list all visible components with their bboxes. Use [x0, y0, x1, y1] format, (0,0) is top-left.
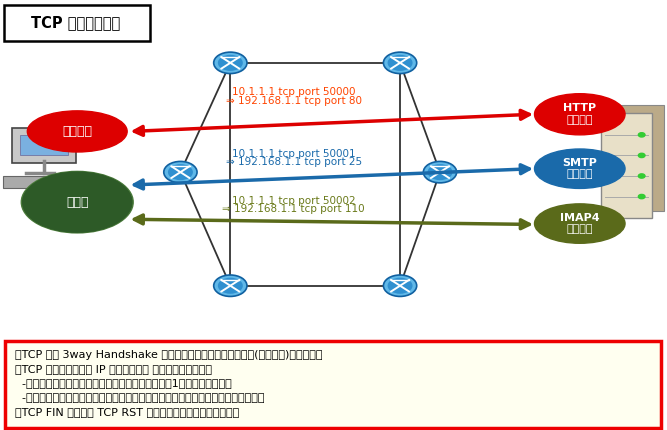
Circle shape [218, 278, 243, 294]
FancyBboxPatch shape [601, 113, 652, 218]
Ellipse shape [27, 111, 127, 152]
FancyBboxPatch shape [3, 175, 79, 188]
Circle shape [638, 174, 645, 178]
FancyBboxPatch shape [613, 105, 664, 211]
Text: -図の上ルートと下ルートで負荷分散されていても1つのコネクション: -図の上ルートと下ルートで負荷分散されていても1つのコネクション [15, 378, 232, 388]
Text: メーラ: メーラ [66, 196, 89, 209]
Ellipse shape [534, 204, 625, 243]
Text: IMAP4
サービス: IMAP4 サービス [560, 213, 600, 234]
Text: 10.1.1.1 tcp port 50000: 10.1.1.1 tcp port 50000 [232, 87, 356, 98]
Text: ・TCP FIN もしくは TCP RST によりコネクションが終了する: ・TCP FIN もしくは TCP RST によりコネクションが終了する [15, 407, 239, 417]
Text: ⇒ 192.168.1.1 tcp port 110: ⇒ 192.168.1.1 tcp port 110 [222, 204, 365, 214]
FancyBboxPatch shape [12, 128, 76, 163]
Circle shape [168, 164, 193, 180]
Ellipse shape [23, 172, 132, 232]
Circle shape [424, 161, 457, 183]
Circle shape [638, 133, 645, 137]
Circle shape [218, 55, 243, 71]
Text: ⇒ 192.168.1.1 tcp port 25: ⇒ 192.168.1.1 tcp port 25 [225, 157, 362, 167]
FancyBboxPatch shape [5, 341, 661, 427]
Text: 10.1.1.1 tcp port 50002: 10.1.1.1 tcp port 50002 [231, 196, 356, 206]
FancyBboxPatch shape [4, 5, 151, 41]
Text: ・TCP では 3way Handshake によりホスト間でコネクション(論理回線)を確立する: ・TCP では 3way Handshake によりホスト間でコネクション(論理… [15, 350, 323, 360]
Text: ⇒ 192.168.1.1 tcp port 80: ⇒ 192.168.1.1 tcp port 80 [225, 95, 362, 105]
Circle shape [213, 275, 247, 296]
Circle shape [384, 52, 417, 74]
Ellipse shape [534, 94, 625, 135]
Ellipse shape [21, 172, 133, 233]
Text: SMTP
サービス: SMTP サービス [562, 158, 597, 179]
Text: ブラウザ: ブラウザ [62, 125, 92, 138]
Text: TCP コネクション: TCP コネクション [31, 15, 121, 30]
Circle shape [213, 52, 247, 74]
Text: -図のコネクション確立した後、ルートが切り替わってもコネクションは切れない: -図のコネクション確立した後、ルートが切り替わってもコネクションは切れない [15, 393, 265, 402]
FancyBboxPatch shape [20, 135, 68, 155]
Ellipse shape [534, 149, 625, 188]
Text: 10.1.1.1 tcp port 50001: 10.1.1.1 tcp port 50001 [231, 149, 356, 159]
Text: HTTP
サービス: HTTP サービス [563, 104, 596, 125]
Circle shape [638, 194, 645, 199]
Circle shape [428, 164, 452, 180]
Text: ・TCP コネクションは IP ルーティング 上の経路は関係ない: ・TCP コネクションは IP ルーティング 上の経路は関係ない [15, 364, 212, 374]
Circle shape [384, 275, 417, 296]
Circle shape [388, 278, 413, 294]
Circle shape [164, 161, 197, 183]
Circle shape [388, 55, 413, 71]
Circle shape [638, 153, 645, 157]
